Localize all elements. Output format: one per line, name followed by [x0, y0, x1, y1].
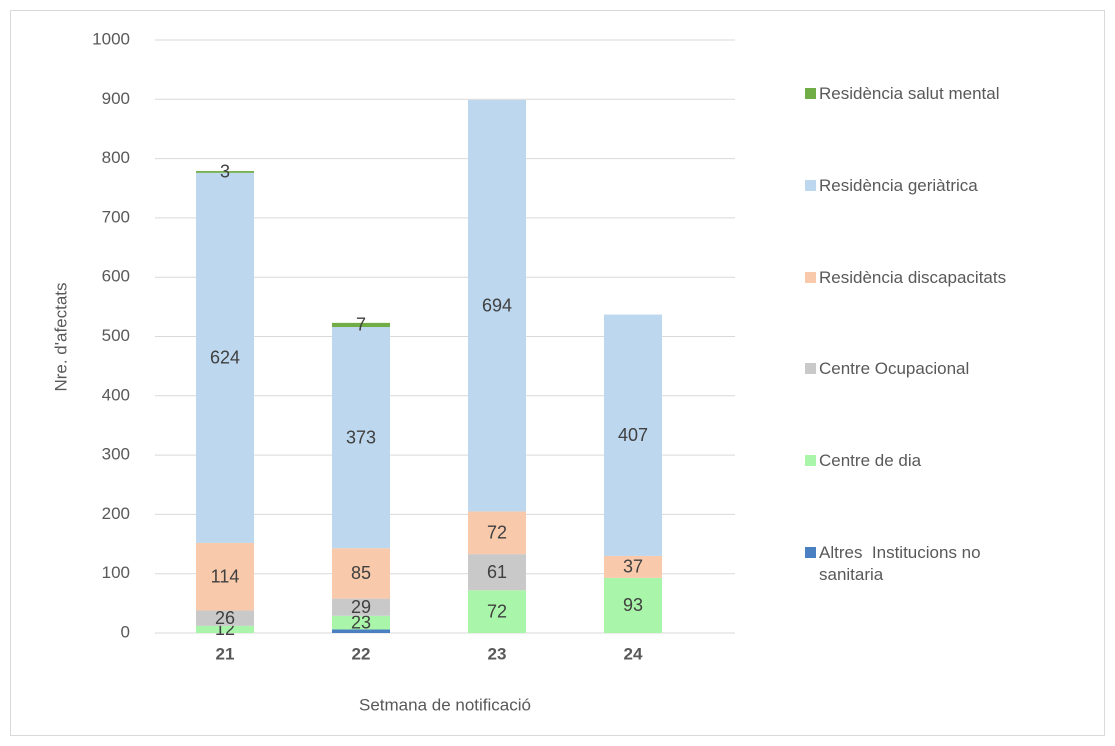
- legend-item: Residència discapacitats: [805, 267, 1095, 289]
- legend-label: Residència geriàtrica: [819, 175, 978, 195]
- y-tick-label: 500: [102, 326, 130, 345]
- y-tick-label: 600: [102, 267, 130, 286]
- legend-label: Residència salut mental: [819, 84, 1000, 103]
- y-tick-label: 0: [121, 622, 130, 641]
- bar-segment: [332, 327, 390, 549]
- bar-segment: [196, 172, 254, 543]
- bar-segment: [332, 598, 390, 616]
- data-label: 624: [210, 348, 240, 368]
- legend-item: Centre de dia: [805, 450, 1095, 472]
- data-label: 85: [351, 563, 371, 583]
- bar-segment: [468, 590, 526, 633]
- y-tick-label: 900: [102, 89, 130, 108]
- y-tick-label: 800: [102, 148, 130, 167]
- legend-item: Residència salut mental: [805, 83, 1095, 105]
- legend-item: Residència geriàtrica: [805, 175, 1095, 197]
- legend-swatch: [805, 547, 816, 558]
- data-label: 72: [487, 523, 507, 543]
- data-label: 3: [220, 162, 230, 182]
- y-tick-label: 700: [102, 207, 130, 226]
- data-label: 7: [356, 315, 366, 335]
- bar-segment: [468, 554, 526, 591]
- bar-segment: [604, 577, 662, 633]
- x-axis-title: Setmana de notificació: [359, 695, 531, 714]
- data-label: 37: [623, 557, 643, 577]
- chart-border: [10, 10, 1105, 736]
- data-label: 694: [482, 295, 512, 315]
- legend-swatch: [805, 88, 816, 99]
- bar-segment: [196, 625, 254, 633]
- bar-segment: [196, 610, 254, 626]
- bar-segment: [604, 314, 662, 556]
- bar-segment: [196, 542, 254, 611]
- data-label: 72: [487, 601, 507, 621]
- data-label: 23: [351, 612, 371, 632]
- legend-swatch: [805, 271, 816, 283]
- y-tick-label: 300: [102, 445, 130, 464]
- data-label: 29: [351, 597, 371, 617]
- x-tick-label: 23: [488, 644, 507, 663]
- bar-segment: [468, 511, 526, 555]
- x-tick-label: 24: [624, 644, 643, 663]
- data-label: 93: [623, 595, 643, 615]
- legend-swatch: [805, 455, 816, 467]
- legend-label: Centre de dia: [819, 451, 922, 471]
- data-label: 373: [346, 427, 376, 447]
- data-label: 61: [487, 562, 507, 582]
- data-label: 407: [618, 425, 648, 445]
- legend-item: Centre Ocupacional: [805, 358, 1095, 380]
- data-label: 114: [211, 566, 240, 586]
- y-axis-title: Nre. d'afectats: [51, 282, 70, 391]
- legend-label: Centre Ocupacional: [819, 359, 970, 379]
- y-tick-label: 400: [102, 385, 130, 404]
- y-tick-label: 1000: [92, 29, 130, 48]
- data-label: 26: [215, 608, 235, 628]
- legend-item: Altres Institucions no sanitaria: [805, 542, 1025, 586]
- y-tick-label: 100: [102, 563, 130, 582]
- bar-segment: [468, 99, 526, 512]
- x-tick-label: 22: [352, 644, 371, 663]
- bar-segment: [604, 555, 662, 578]
- legend-swatch: [805, 363, 816, 375]
- legend-label: Altres Institucions no sanitaria: [819, 543, 986, 584]
- legend-swatch: [805, 179, 816, 191]
- bar-segment: [196, 171, 254, 173]
- y-tick-label: 200: [102, 504, 130, 523]
- legend-label: Residència discapacitats: [819, 267, 1007, 287]
- bar-segment: [332, 322, 390, 328]
- bar-segment: [332, 548, 390, 599]
- bar-segment: [332, 615, 390, 630]
- bar-segment: [332, 629, 390, 633]
- x-tick-label: 21: [216, 644, 235, 663]
